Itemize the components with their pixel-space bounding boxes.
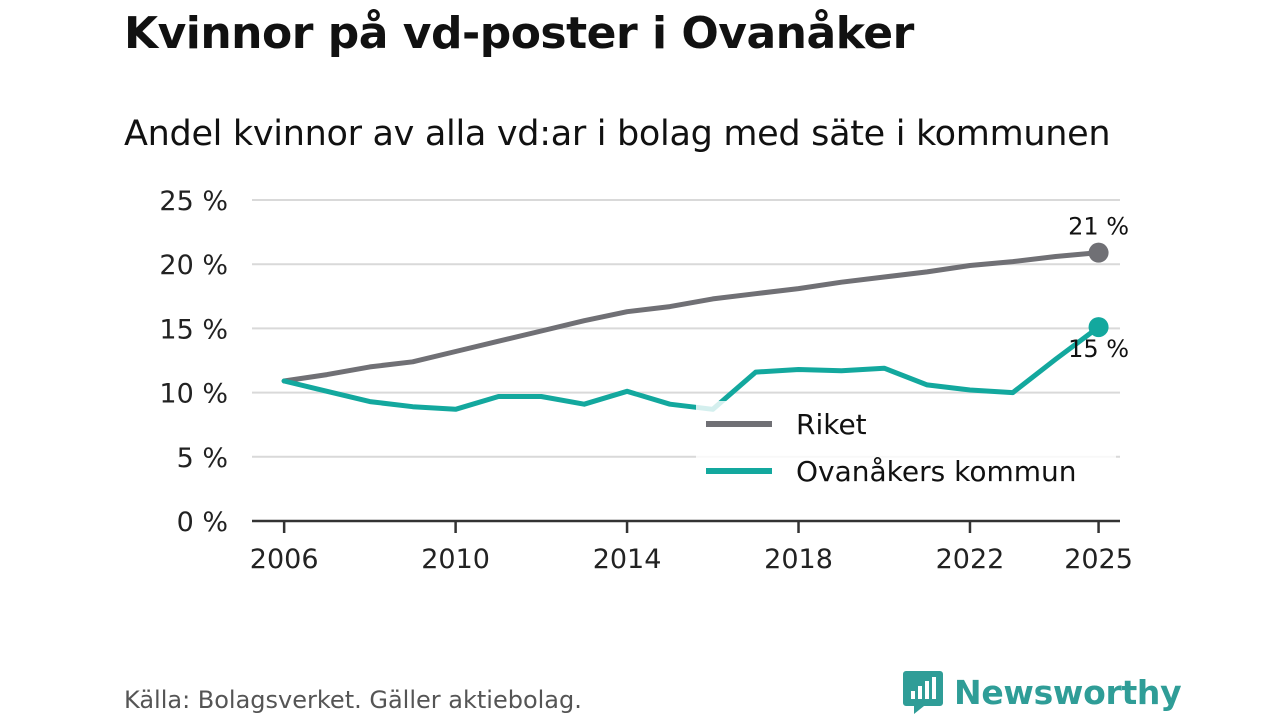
newsworthy-logo-icon — [903, 671, 943, 714]
legend: Riket Ovanåkers kommun — [696, 401, 1116, 493]
end-label-riket: 21 % — [1068, 213, 1129, 241]
end-marker-riket — [1088, 242, 1109, 263]
x-tick-label: 2018 — [764, 544, 833, 575]
y-tick-label: 15 % — [159, 314, 228, 345]
y-tick-label: 10 % — [159, 379, 228, 410]
series-lines — [281, 250, 1102, 412]
newsworthy-logo: Newsworthy — [902, 669, 1182, 715]
end-marker-ovanaker — [1088, 317, 1109, 338]
x-tick-label: 2025 — [1064, 544, 1133, 575]
legend-background — [696, 401, 1116, 493]
legend-label: Ovanåkers kommun — [796, 455, 1077, 488]
y-tick-label: 5 % — [177, 443, 228, 474]
y-tick-label: 0 % — [177, 507, 228, 538]
source-note: Källa: Bolagsverket. Gäller aktiebolag. — [124, 686, 582, 714]
x-axis — [252, 519, 1120, 533]
x-tick-label: 2014 — [593, 544, 662, 575]
end-labels: 21 % 15 % — [1068, 213, 1129, 363]
chart-title: Kvinnor på vd-poster i Ovanåker — [124, 8, 914, 59]
series-line-ovanaker — [281, 324, 1102, 412]
x-tick-label: 2006 — [250, 544, 319, 575]
end-label-ovanaker: 15 % — [1068, 335, 1129, 363]
x-axis-tick-labels: 2006 2010 2014 2018 2022 2025 — [250, 544, 1133, 575]
x-tick-label: 2010 — [421, 544, 490, 575]
y-tick-label: 25 % — [159, 186, 228, 217]
legend-label: Riket — [796, 408, 867, 441]
y-tick-label: 20 % — [159, 250, 228, 281]
chart-subtitle: Andel kvinnor av alla vd:ar i bolag med … — [124, 114, 1111, 154]
y-axis-tick-labels: 0 % 5 % 10 % 15 % 20 % 25 % — [159, 186, 228, 538]
x-tick-label: 2022 — [936, 544, 1005, 575]
series-line-riket — [281, 250, 1102, 384]
line-chart: 0 %5 %10 %15 %20 %25 % 2006 2010 2014 2018 2… — [159, 186, 1133, 575]
brand-name: Newsworthy — [954, 672, 1182, 712]
